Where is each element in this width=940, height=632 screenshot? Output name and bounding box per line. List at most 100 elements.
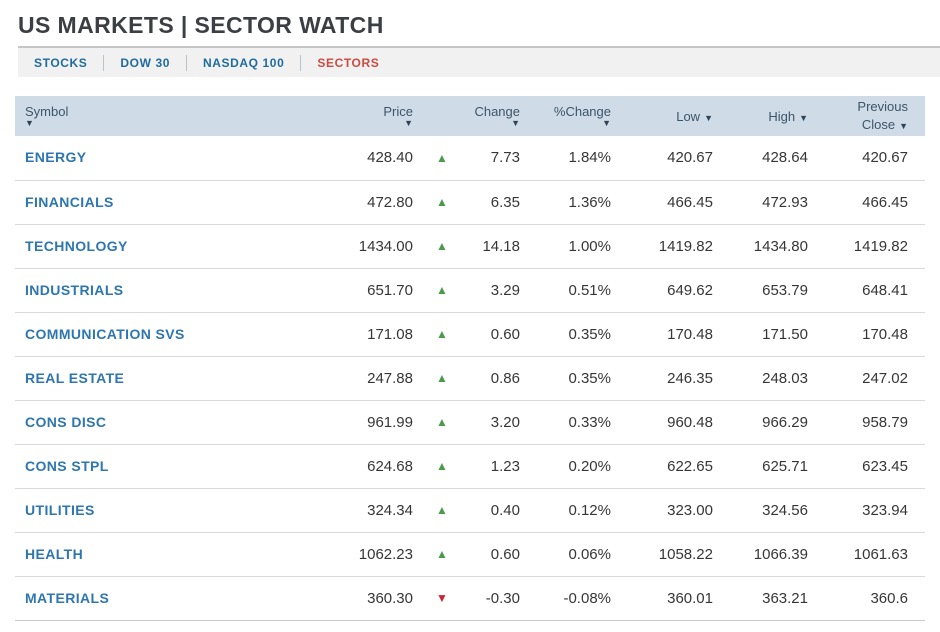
high-value: 324.56 <box>713 488 808 533</box>
tab-bar: STOCKS DOW 30 NASDAQ 100 SECTORS <box>18 46 940 77</box>
column-header-high[interactable]: High ▼ <box>713 96 808 136</box>
pct-change-value: 0.35% <box>520 356 611 401</box>
low-value: 170.48 <box>611 312 713 357</box>
low-value: 1058.22 <box>611 532 713 577</box>
up-arrow-icon: ▲ <box>413 136 471 181</box>
page-title: US MARKETS | SECTOR WATCH <box>18 12 384 38</box>
tab-dow-30[interactable]: DOW 30 <box>120 55 170 70</box>
table-row: TECHNOLOGY 1434.00 ▲ 14.18 1.00% 1419.82… <box>15 224 925 269</box>
table-row: UTILITIES 324.34 ▲ 0.40 0.12% 323.00 324… <box>15 488 925 533</box>
previous-close-value: 247.02 <box>808 356 925 401</box>
pct-change-value: -0.08% <box>520 576 611 621</box>
column-label: Symbol <box>25 103 69 119</box>
table-row: REAL ESTATE 247.88 ▲ 0.86 0.35% 246.35 2… <box>15 356 925 401</box>
tab-separator <box>300 54 302 71</box>
table-row: FINANCIALS 472.80 ▲ 6.35 1.36% 466.45 47… <box>15 180 925 225</box>
sector-link[interactable]: CONS STPL <box>25 457 109 474</box>
column-label: High <box>768 108 796 124</box>
sector-link[interactable]: INDUSTRIALS <box>25 281 124 298</box>
down-arrow-icon: ▼ <box>413 576 471 621</box>
tab-separator <box>186 54 187 71</box>
high-value: 1066.39 <box>713 532 808 577</box>
up-arrow-icon: ▲ <box>413 224 471 269</box>
column-header-low[interactable]: Low ▼ <box>611 96 713 136</box>
sort-arrow-icon[interactable]: ▼ <box>404 117 413 128</box>
sort-arrow-icon[interactable]: ▼ <box>899 121 908 131</box>
sector-table: Symbol ▼ Price ▼ Change ▼ %Change ▼ <box>15 96 925 621</box>
low-value: 622.65 <box>611 444 713 489</box>
price-value: 171.08 <box>275 312 413 357</box>
previous-close-value: 1061.63 <box>808 532 925 577</box>
sort-arrow-icon[interactable]: ▼ <box>602 117 611 128</box>
sort-arrow-icon[interactable]: ▼ <box>25 117 34 128</box>
change-value: 6.35 <box>471 180 520 225</box>
up-arrow-icon: ▲ <box>413 400 471 445</box>
change-value: 0.60 <box>471 312 520 357</box>
up-arrow-icon: ▲ <box>413 312 471 357</box>
column-header-spacer <box>413 96 471 136</box>
column-label: Price <box>383 103 413 119</box>
sort-arrow-icon[interactable]: ▼ <box>799 112 808 123</box>
high-value: 653.79 <box>713 268 808 313</box>
previous-close-value: 323.94 <box>808 488 925 533</box>
low-value: 246.35 <box>611 356 713 401</box>
tab-nasdaq-100[interactable]: NASDAQ 100 <box>203 55 285 70</box>
sector-link[interactable]: ENERGY <box>25 149 87 166</box>
price-value: 624.68 <box>275 444 413 489</box>
pct-change-value: 0.35% <box>520 312 611 357</box>
sector-watch-page: US MARKETS | SECTOR WATCH STOCKS DOW 30 … <box>0 12 940 632</box>
column-header-change[interactable]: Change ▼ <box>471 96 520 136</box>
low-value: 323.00 <box>611 488 713 533</box>
sector-link[interactable]: UTILITIES <box>25 501 95 518</box>
high-value: 966.29 <box>713 400 808 445</box>
table-row: HEALTH 1062.23 ▲ 0.60 0.06% 1058.22 1066… <box>15 532 925 577</box>
tab-sectors[interactable]: SECTORS <box>317 55 380 70</box>
pct-change-value: 0.51% <box>520 268 611 313</box>
sector-link[interactable]: TECHNOLOGY <box>25 237 128 254</box>
high-value: 1434.80 <box>713 224 808 269</box>
pct-change-value: 1.84% <box>520 136 611 181</box>
up-arrow-icon: ▲ <box>413 444 471 489</box>
low-value: 649.62 <box>611 268 713 313</box>
change-value: 7.73 <box>471 136 520 181</box>
column-header-price[interactable]: Price ▼ <box>275 96 413 136</box>
sort-arrow-icon[interactable]: ▼ <box>511 117 520 128</box>
high-value: 248.03 <box>713 356 808 401</box>
sector-link[interactable]: REAL ESTATE <box>25 369 125 386</box>
previous-close-value: 1419.82 <box>808 224 925 269</box>
sector-link[interactable]: FINANCIALS <box>25 193 114 210</box>
price-value: 247.88 <box>275 356 413 401</box>
sector-link[interactable]: HEALTH <box>25 545 84 562</box>
pct-change-value: 0.20% <box>520 444 611 489</box>
previous-close-value: 958.79 <box>808 400 925 445</box>
pct-change-value: 1.36% <box>520 180 611 225</box>
previous-close-value: 420.67 <box>808 136 925 181</box>
up-arrow-icon: ▲ <box>413 356 471 401</box>
column-header-previous-close[interactable]: Previous Close ▼ <box>808 96 925 136</box>
previous-close-value: 170.48 <box>808 312 925 357</box>
change-value: 0.40 <box>471 488 520 533</box>
high-value: 171.50 <box>713 312 808 357</box>
column-header-pct-change[interactable]: %Change ▼ <box>520 96 611 136</box>
table-row: CONS DISC 961.99 ▲ 3.20 0.33% 960.48 966… <box>15 400 925 445</box>
column-header-symbol[interactable]: Symbol ▼ <box>15 96 275 136</box>
change-value: 1.23 <box>471 444 520 489</box>
sector-link[interactable]: MATERIALS <box>25 589 110 606</box>
sector-link[interactable]: COMMUNICATION SVS <box>25 325 185 342</box>
column-label: Change <box>474 103 520 119</box>
previous-close-value: 360.6 <box>808 576 925 621</box>
change-value: 14.18 <box>471 224 520 269</box>
low-value: 1419.82 <box>611 224 713 269</box>
pct-change-value: 0.12% <box>520 488 611 533</box>
table-row: CONS STPL 624.68 ▲ 1.23 0.20% 622.65 625… <box>15 444 925 489</box>
price-value: 1062.23 <box>275 532 413 577</box>
pct-change-value: 0.06% <box>520 532 611 577</box>
tab-stocks[interactable]: STOCKS <box>34 55 88 70</box>
price-value: 651.70 <box>275 268 413 313</box>
column-label: %Change <box>553 103 611 119</box>
sort-arrow-icon[interactable]: ▼ <box>704 112 713 123</box>
price-value: 324.34 <box>275 488 413 533</box>
sector-link[interactable]: CONS DISC <box>25 413 107 430</box>
change-value: 0.60 <box>471 532 520 577</box>
previous-close-value: 623.45 <box>808 444 925 489</box>
